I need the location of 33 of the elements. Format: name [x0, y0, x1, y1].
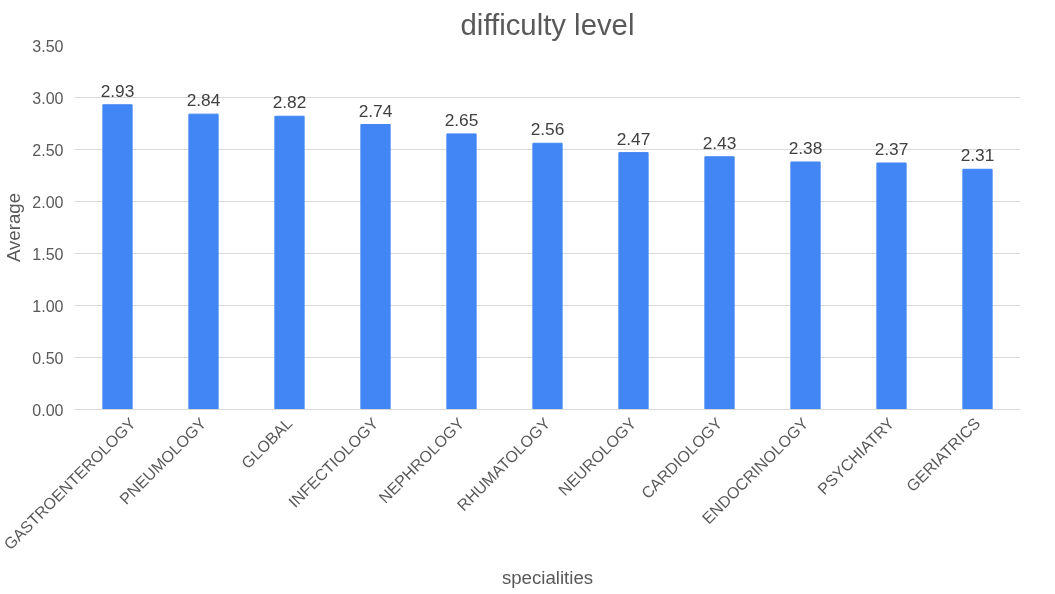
data-label: 2.37: [874, 139, 909, 160]
data-label: 2.43: [702, 132, 737, 153]
data-label: 2.84: [186, 90, 221, 111]
data-label: 2.47: [616, 128, 651, 149]
bar: [188, 113, 219, 410]
data-label: 2.31: [960, 145, 995, 166]
bar: [962, 168, 993, 410]
bar: [102, 104, 133, 410]
y-tick-label: 0.50: [32, 349, 64, 367]
data-label: 2.82: [272, 92, 307, 113]
data-label: 2.65: [444, 109, 479, 130]
data-label: 2.93: [100, 80, 135, 101]
data-label: 2.74: [358, 100, 393, 121]
y-tick-label: 2.50: [32, 141, 64, 159]
y-axis-title: Average: [3, 192, 25, 263]
y-tick-label: 3.50: [32, 37, 64, 55]
bar: [704, 156, 735, 410]
y-tick-label: 0.00: [32, 401, 64, 419]
y-tick-label: 3.00: [32, 89, 64, 107]
bar: [790, 161, 821, 410]
bar: [618, 152, 649, 410]
bar: [274, 115, 305, 410]
bar: [876, 162, 907, 410]
chart-title: difficulty level: [460, 7, 635, 41]
x-axis-title: specialities: [501, 566, 594, 588]
bar: [532, 142, 563, 410]
data-label: 2.56: [530, 119, 565, 140]
y-tick-label: 1.00: [32, 297, 64, 315]
y-tick-label: 1.50: [32, 245, 64, 263]
bar: [360, 124, 391, 410]
bar: [446, 133, 477, 410]
data-label: 2.38: [788, 137, 823, 158]
y-tick-label: 2.00: [32, 193, 64, 211]
